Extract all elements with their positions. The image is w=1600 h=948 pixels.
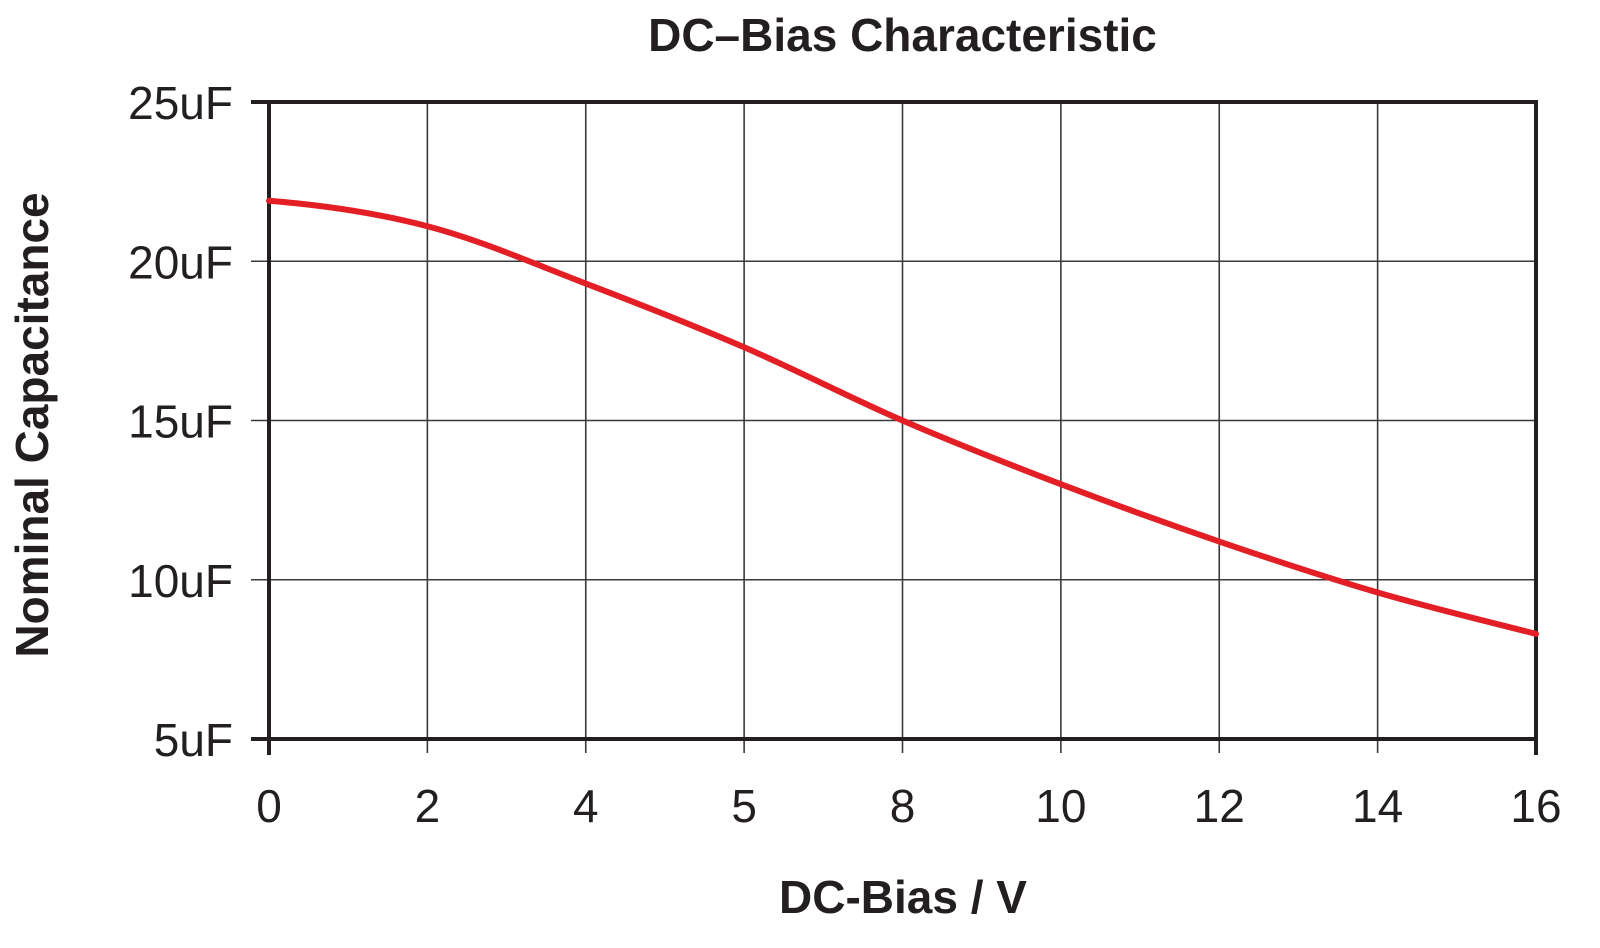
- x-axis-label: DC-Bias / V: [779, 871, 1027, 923]
- y-tick-label: 10uF: [128, 555, 233, 607]
- x-tick-label: 12: [1194, 780, 1245, 832]
- y-tick-label: 5uF: [154, 714, 233, 766]
- x-tick-label: 2: [415, 780, 441, 832]
- y-tick-label: 15uF: [128, 396, 233, 448]
- x-tick-label: 8: [890, 780, 916, 832]
- x-tick-label: 14: [1352, 780, 1403, 832]
- capacitance-curve: [266, 197, 1539, 637]
- x-tick-label: 5: [731, 780, 757, 832]
- grid-lines: [251, 102, 1536, 753]
- x-tick-label: 16: [1510, 780, 1561, 832]
- y-tick-label: 20uF: [128, 236, 233, 288]
- axes: [251, 100, 1538, 755]
- x-tick-label: 10: [1035, 780, 1086, 832]
- chart-title: DC–Bias Characteristic: [648, 9, 1157, 61]
- x-tick-label: 0: [256, 780, 282, 832]
- x-tick-label: 4: [573, 780, 599, 832]
- x-tick-labels: 0 2 4 5 8 10 12 14 16: [256, 780, 1561, 832]
- y-tick-labels: 5uF 10uF 15uF 20uF 25uF: [128, 77, 233, 766]
- y-tick-label: 25uF: [128, 77, 233, 129]
